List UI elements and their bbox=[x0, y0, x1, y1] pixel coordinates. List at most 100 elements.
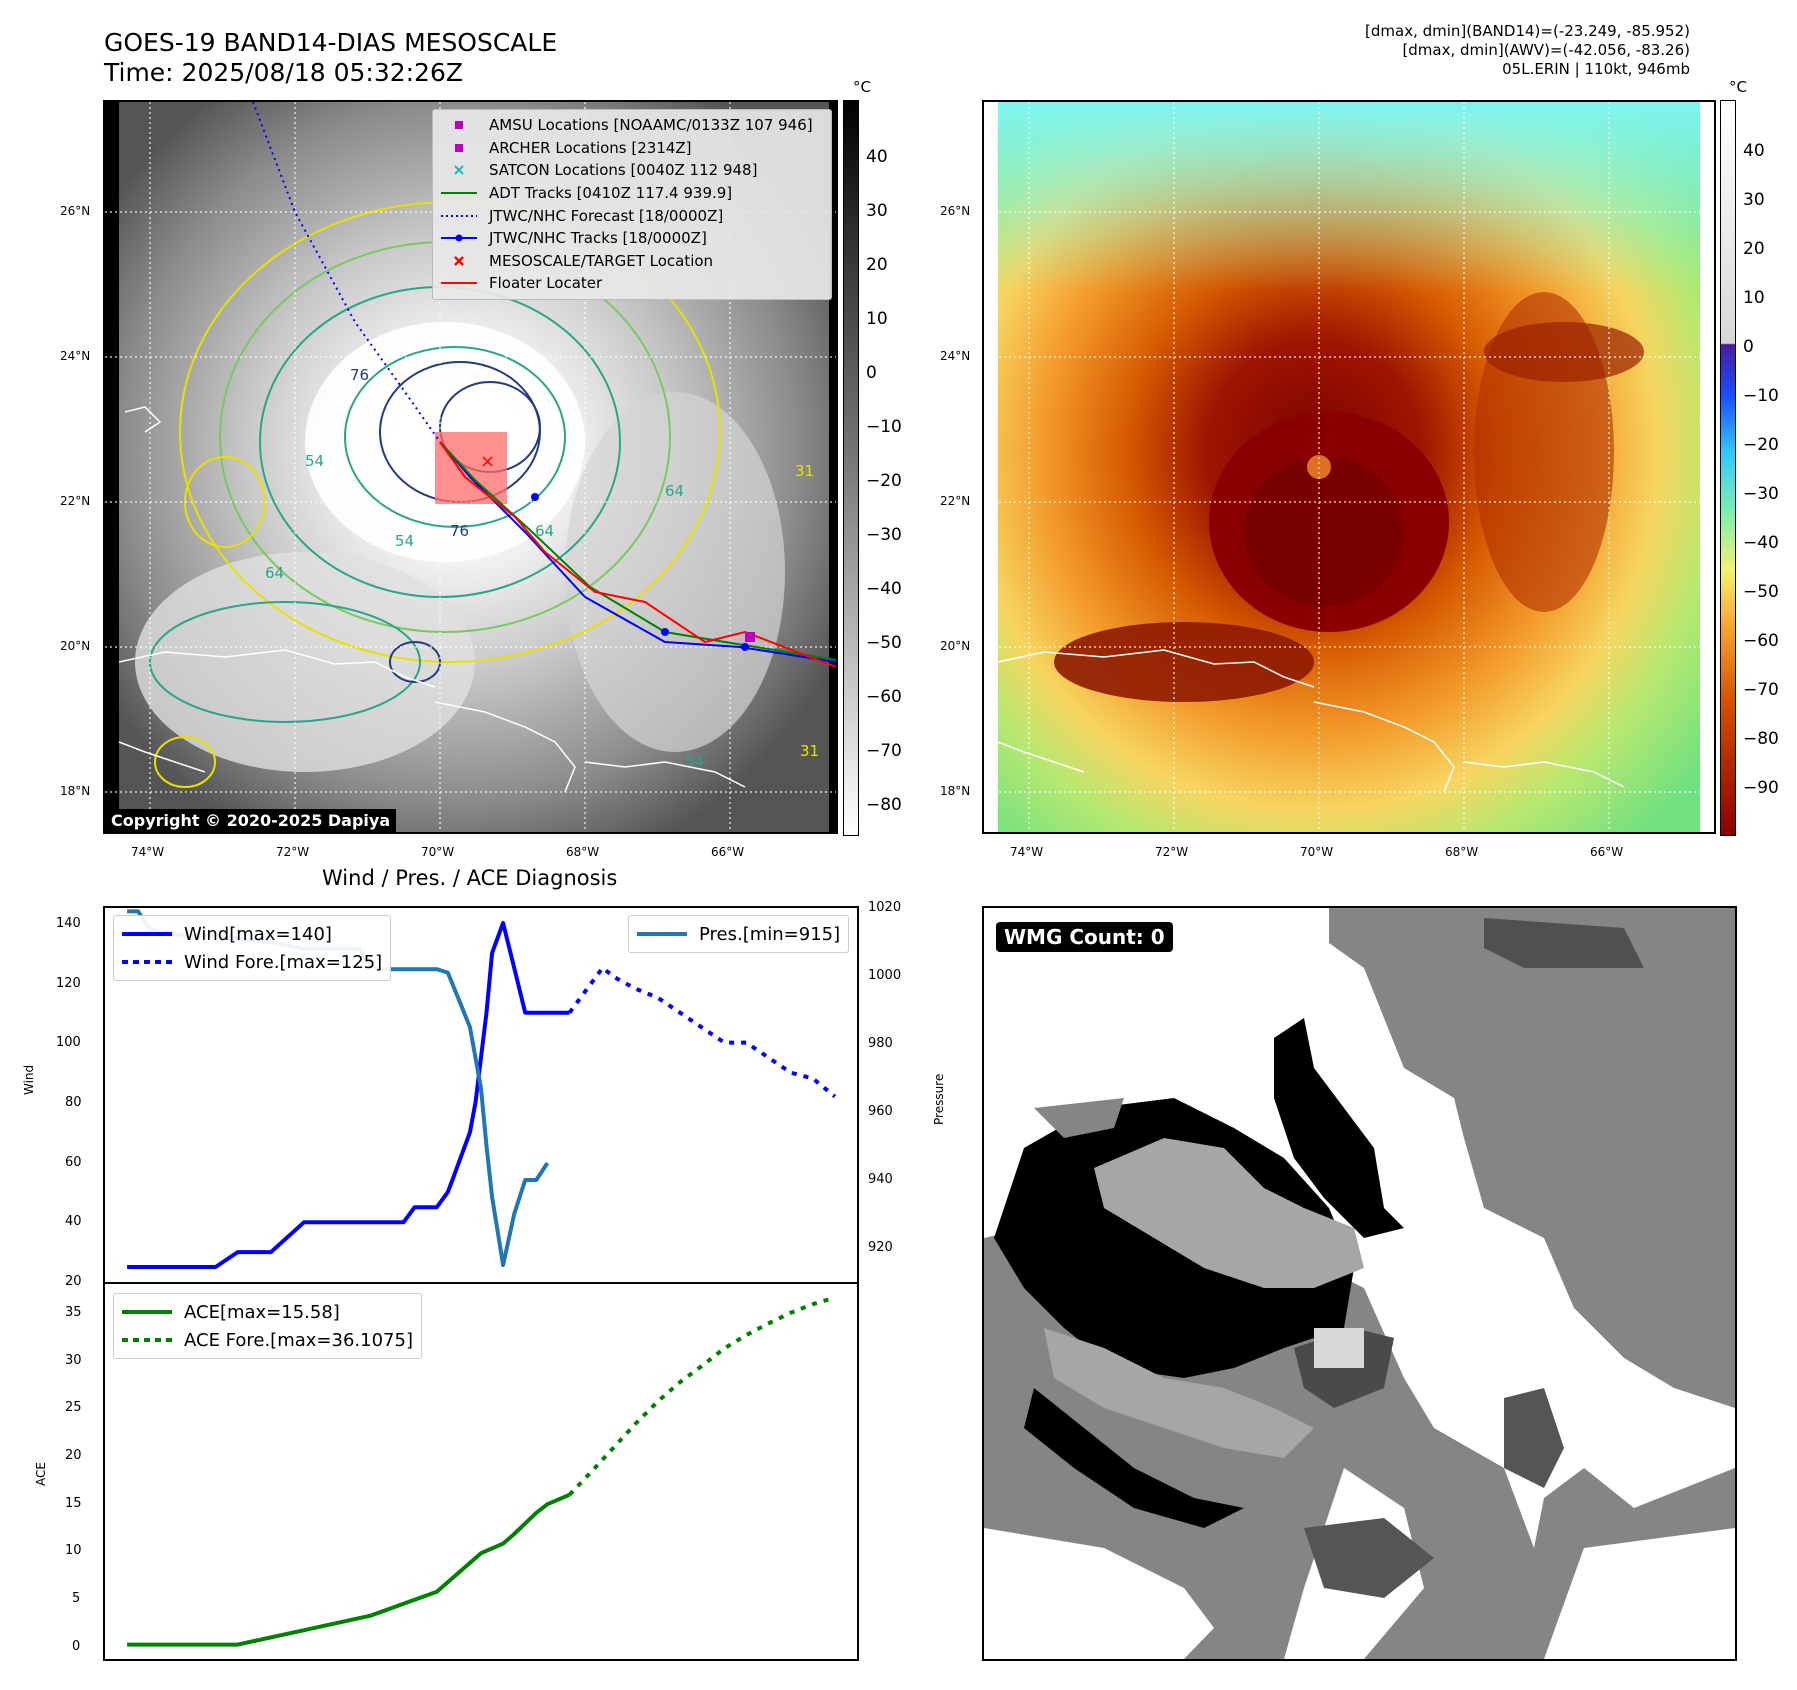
legend-item: ACE Fore.[max=36.1075] bbox=[122, 1326, 413, 1354]
contour-label: 54 bbox=[395, 532, 415, 550]
contour-label: 31 bbox=[800, 742, 820, 760]
awv-image bbox=[984, 102, 1714, 832]
pressure-tick: 1020 bbox=[868, 900, 902, 915]
ace-tick: 25 bbox=[65, 1400, 82, 1415]
colorbar-tick: 40 bbox=[1743, 141, 1765, 161]
ace-tick: 5 bbox=[72, 1591, 81, 1606]
colorbar-tick: 30 bbox=[866, 201, 888, 221]
series-line-0 bbox=[127, 921, 570, 1269]
wmg-count-badge: WMG Count: 0 bbox=[996, 922, 1173, 952]
ace-line-1 bbox=[568, 1295, 836, 1497]
colorbar-tick: −30 bbox=[866, 525, 902, 545]
diagnosis-divider bbox=[103, 1282, 859, 1284]
dotted-line-icon bbox=[122, 960, 172, 964]
legend-label: MESOSCALE/TARGET Location bbox=[489, 251, 714, 270]
legend-label: ACE[max=15.58] bbox=[184, 1301, 340, 1323]
colorbar-tick: −90 bbox=[1743, 778, 1779, 798]
lat-tick: 22°N bbox=[940, 494, 971, 508]
title-line2: Time: 2025/08/18 05:32:26Z bbox=[104, 58, 463, 87]
legend-label: SATCON Locations [0040Z 112 948] bbox=[489, 161, 758, 180]
colorbar-tick: −60 bbox=[1743, 631, 1779, 651]
colorbar-tick: −20 bbox=[1743, 435, 1779, 455]
pressure-axis-label: Pressure bbox=[932, 1073, 946, 1125]
ace-tick: 15 bbox=[65, 1496, 82, 1511]
lon-tick: 70°W bbox=[1300, 845, 1334, 859]
legend-item: Pres.[min=915] bbox=[637, 920, 840, 948]
colorbar-tick: 20 bbox=[866, 255, 888, 275]
lat-tick: 26°N bbox=[60, 204, 91, 218]
legend-label: AMSU Locations [NOAAMC/0133Z 107 946] bbox=[489, 116, 813, 135]
lat-tick: 20°N bbox=[940, 639, 971, 653]
wind-axis-label: Wind bbox=[22, 1064, 36, 1095]
legend-label: JTWC/NHC Forecast [18/0000Z] bbox=[489, 206, 724, 225]
ace-tick: 10 bbox=[65, 1543, 82, 1558]
lon-tick: 66°W bbox=[1590, 845, 1624, 859]
lon-tick: 66°W bbox=[711, 845, 745, 859]
legend-label: ARCHER Locations [2314Z] bbox=[489, 138, 692, 157]
colorbar-tick: −60 bbox=[866, 687, 902, 707]
lon-tick: 68°W bbox=[1445, 845, 1479, 859]
lon-tick: 68°W bbox=[566, 845, 600, 859]
band14-map: × 76 64 54 76 64 54 64 31 54 31 AMSU Loc… bbox=[103, 100, 838, 834]
contour-label: 54 bbox=[685, 752, 705, 770]
colorbar-tick: −40 bbox=[866, 579, 902, 599]
square-marker-icon bbox=[439, 118, 479, 132]
lat-tick: 24°N bbox=[60, 349, 91, 363]
colorbar-unit: °C bbox=[1729, 78, 1747, 96]
legend-item: ACE[max=15.58] bbox=[122, 1298, 413, 1326]
colorbar-tick: −50 bbox=[866, 633, 902, 653]
wmg-panel: WMG Count: 0 bbox=[982, 906, 1737, 1661]
legend-label: ADT Tracks [0410Z 117.4 939.9] bbox=[489, 184, 733, 203]
wind-tick: 120 bbox=[56, 976, 81, 991]
awv-map bbox=[982, 100, 1716, 834]
wind-tick: 140 bbox=[56, 916, 81, 931]
lat-tick: 24°N bbox=[940, 349, 971, 363]
x-marker-icon bbox=[439, 163, 479, 177]
wind-tick: 40 bbox=[65, 1214, 82, 1229]
track-legend: AMSU Locations [NOAAMC/0133Z 107 946] AR… bbox=[432, 109, 832, 300]
colorbar-tick: 0 bbox=[1743, 337, 1754, 357]
legend-item: Floater Locater bbox=[439, 272, 825, 295]
colorbar-tick: −70 bbox=[1743, 680, 1779, 700]
dotted-line-icon bbox=[122, 1338, 172, 1342]
contour-label: 64 bbox=[265, 564, 285, 582]
legend-item: SATCON Locations [0040Z 112 948] bbox=[439, 159, 825, 182]
lat-tick: 20°N bbox=[60, 639, 91, 653]
ace-tick: 0 bbox=[72, 1639, 81, 1654]
ace-tick: 30 bbox=[65, 1353, 82, 1368]
legend-label: Pres.[min=915] bbox=[699, 923, 841, 945]
pressure-tick: 1000 bbox=[868, 968, 902, 983]
colorbar-tick: 10 bbox=[1743, 288, 1765, 308]
wind-tick: 80 bbox=[65, 1095, 82, 1110]
colorbar-tick: −80 bbox=[1743, 729, 1779, 749]
lon-tick: 70°W bbox=[421, 845, 455, 859]
lon-tick: 74°W bbox=[1010, 845, 1044, 859]
dot-line-icon bbox=[439, 231, 479, 245]
lon-tick: 72°W bbox=[276, 845, 310, 859]
diagnosis-title: Wind / Pres. / ACE Diagnosis bbox=[322, 866, 618, 890]
contour-label: 76 bbox=[450, 522, 470, 540]
legend-item: ARCHER Locations [2314Z] bbox=[439, 137, 825, 160]
legend-item: Wind Fore.[max=125] bbox=[122, 948, 382, 976]
wind-tick: 60 bbox=[65, 1155, 82, 1170]
contour-label: 31 bbox=[795, 462, 815, 480]
square-marker-icon bbox=[439, 141, 479, 155]
colorbar-tick: −30 bbox=[1743, 484, 1779, 504]
pressure-tick: 960 bbox=[868, 1104, 893, 1119]
ace-tick: 20 bbox=[65, 1448, 82, 1463]
legend-label: ACE Fore.[max=36.1075] bbox=[184, 1329, 413, 1351]
legend-item: MESOSCALE/TARGET Location bbox=[439, 250, 825, 273]
solid-line-icon bbox=[122, 1310, 172, 1314]
legend-item: Wind[max=140] bbox=[122, 920, 382, 948]
ace-tick: 35 bbox=[65, 1305, 82, 1320]
diagnosis-plot bbox=[127, 909, 837, 1647]
solid-line-icon bbox=[122, 932, 172, 936]
ace-axis-label: ACE bbox=[34, 1462, 48, 1486]
colorbar-tick: 10 bbox=[866, 309, 888, 329]
legend-label: Wind Fore.[max=125] bbox=[184, 951, 383, 973]
legend-item: JTWC/NHC Tracks [18/0000Z] bbox=[439, 227, 825, 250]
title-line1: GOES-19 BAND14-DIAS MESOSCALE bbox=[104, 28, 558, 57]
colorbar-tick: −10 bbox=[866, 417, 902, 437]
lat-tick: 22°N bbox=[60, 494, 91, 508]
dotted-line-icon bbox=[439, 209, 479, 223]
